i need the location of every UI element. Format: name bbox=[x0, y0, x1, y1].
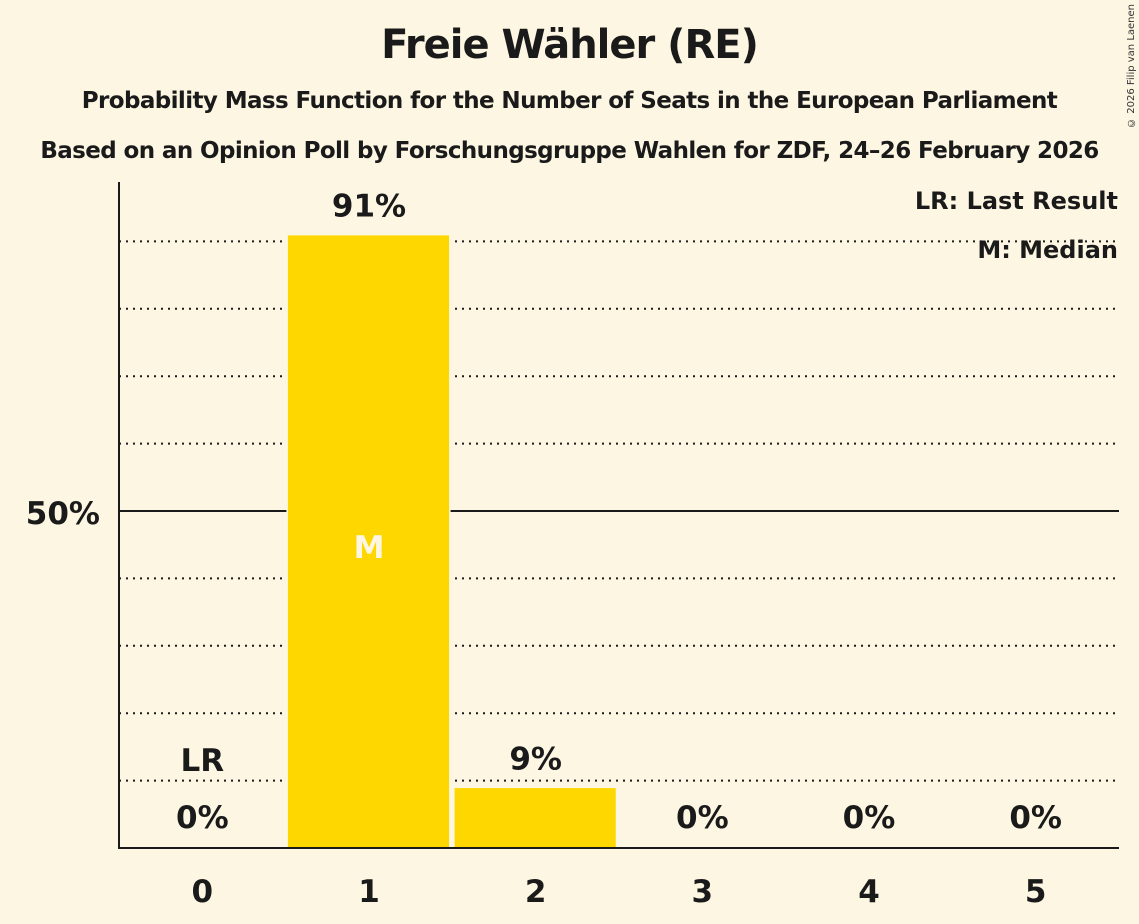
x-tick-4: 4 bbox=[858, 874, 880, 910]
bar-seat-1 bbox=[286, 233, 451, 849]
bars bbox=[286, 233, 618, 849]
x-tick-3: 3 bbox=[692, 874, 714, 910]
median-marker: M bbox=[354, 530, 385, 566]
x-tick-2: 2 bbox=[525, 874, 547, 910]
value-label-seat-3: 0% bbox=[676, 800, 729, 836]
value-label-seat-0: 0% bbox=[176, 800, 229, 836]
poll-info: Based on an Opinion Poll by Forschungsgr… bbox=[40, 138, 1099, 164]
value-labels: 0% 0 LR 91% 1 M 9% 2 0% 3 0% 4 0% 5 bbox=[176, 189, 1062, 910]
y-tick-50: 50% bbox=[26, 496, 100, 532]
value-label-seat-1: 91% bbox=[332, 189, 406, 225]
x-tick-1: 1 bbox=[358, 874, 380, 910]
x-tick-5: 5 bbox=[1025, 874, 1047, 910]
legend-last-result: LR: Last Result bbox=[915, 187, 1118, 215]
bar-seat-2 bbox=[453, 786, 618, 849]
x-tick-0: 0 bbox=[192, 874, 214, 910]
chart-title: Freie Wähler (RE) bbox=[381, 22, 759, 68]
gridlines bbox=[119, 240, 1119, 782]
legend-median: M: Median bbox=[977, 236, 1118, 264]
last-result-marker: LR bbox=[181, 743, 225, 779]
chart-subtitle: Probability Mass Function for the Number… bbox=[81, 88, 1058, 114]
value-label-seat-5: 0% bbox=[1009, 800, 1062, 836]
value-label-seat-4: 0% bbox=[843, 800, 896, 836]
value-label-seat-2: 9% bbox=[509, 741, 562, 777]
